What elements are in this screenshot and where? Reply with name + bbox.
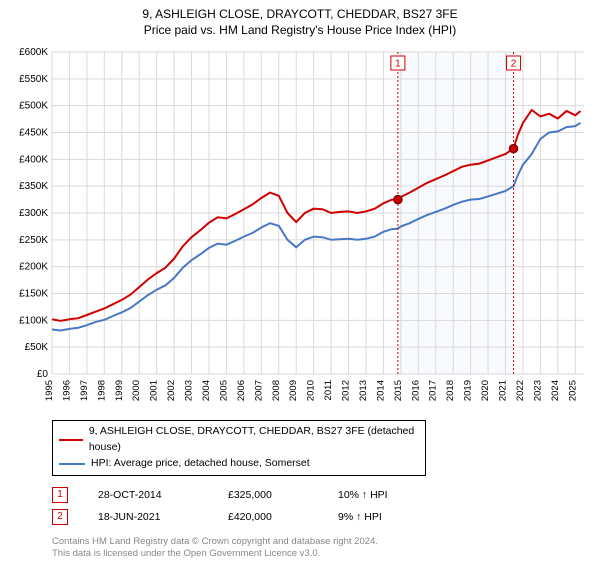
transaction-badge: 2 bbox=[52, 509, 68, 525]
chart-area: £0 £50K £100K £150K £200K £250K £300K £350K £400… bbox=[8, 44, 592, 414]
transaction-price: £325,000 bbox=[228, 489, 308, 501]
x-axis-label: 2024 bbox=[550, 380, 561, 401]
x-axis-label: 2014 bbox=[375, 380, 386, 401]
line-chart-svg: £0 £50K £100K £150K £200K £250K £300K £350K £400… bbox=[8, 44, 592, 414]
legend-item: HPI: Average price, detached house, Some… bbox=[59, 456, 419, 472]
y-axis-label: £50K bbox=[25, 343, 49, 354]
y-axis-label: £400K bbox=[19, 155, 48, 166]
chart-title: 9, ASHLEIGH CLOSE, DRAYCOTT, CHEDDAR, BS… bbox=[8, 6, 592, 38]
transaction-delta: 10% ↑ HPI bbox=[338, 489, 418, 501]
x-axis-label: 2007 bbox=[253, 380, 264, 401]
x-axis-label: 1995 bbox=[44, 380, 55, 401]
legend-box: 9, ASHLEIGH CLOSE, DRAYCOTT, CHEDDAR, BS… bbox=[52, 420, 426, 475]
x-axis-label: 2022 bbox=[515, 380, 526, 401]
x-axis-label: 2010 bbox=[306, 380, 317, 401]
footnote: Contains HM Land Registry data © Crown c… bbox=[52, 536, 572, 561]
title-line2: Price paid vs. HM Land Registry's House … bbox=[8, 22, 592, 38]
x-axis-label: 2020 bbox=[480, 380, 491, 401]
transaction-delta: 9% ↑ HPI bbox=[338, 511, 418, 523]
x-axis-label: 1999 bbox=[114, 380, 125, 401]
x-axis-label: 2002 bbox=[166, 380, 177, 401]
legend-swatch bbox=[59, 439, 83, 441]
y-axis-label: £250K bbox=[19, 235, 48, 246]
footnote-line2: This data is licensed under the Open Gov… bbox=[52, 548, 572, 561]
table-row: 1 28-OCT-2014 £325,000 10% ↑ HPI bbox=[52, 484, 572, 506]
table-row: 2 18-JUN-2021 £420,000 9% ↑ HPI bbox=[52, 506, 572, 528]
y-axis-label: £0 bbox=[37, 369, 49, 380]
marker-dot-2 bbox=[510, 145, 518, 153]
x-axis-label: 2016 bbox=[410, 380, 421, 401]
legend-swatch bbox=[59, 463, 85, 465]
x-axis-label: 2008 bbox=[271, 380, 282, 401]
x-axis-label: 1996 bbox=[61, 380, 72, 401]
x-axis-label: 2000 bbox=[131, 380, 142, 401]
legend-item: 9, ASHLEIGH CLOSE, DRAYCOTT, CHEDDAR, BS… bbox=[59, 424, 419, 456]
transaction-badge: 1 bbox=[52, 487, 68, 503]
x-axis-label: 2013 bbox=[358, 380, 369, 401]
x-axis-label: 2001 bbox=[149, 380, 160, 401]
marker-badge-text-1: 1 bbox=[395, 59, 401, 70]
transaction-date: 18-JUN-2021 bbox=[98, 511, 198, 523]
y-axis-label: £500K bbox=[19, 101, 48, 112]
legend-area: 9, ASHLEIGH CLOSE, DRAYCOTT, CHEDDAR, BS… bbox=[52, 420, 572, 561]
x-axis-label: 1997 bbox=[79, 380, 90, 401]
y-axis-label: £150K bbox=[19, 289, 48, 300]
transaction-price: £420,000 bbox=[228, 511, 308, 523]
x-axis-label: 2025 bbox=[567, 380, 578, 401]
x-axis-label: 2011 bbox=[323, 380, 334, 400]
x-axis-label: 2005 bbox=[218, 380, 229, 401]
transaction-date: 28-OCT-2014 bbox=[98, 489, 198, 501]
x-axis-label: 2023 bbox=[532, 380, 543, 401]
y-axis-label: £600K bbox=[19, 47, 48, 58]
x-axis-label: 2018 bbox=[445, 380, 456, 401]
x-axis-label: 2019 bbox=[463, 380, 474, 401]
x-axis-label: 2017 bbox=[428, 380, 439, 401]
x-axis-label: 2003 bbox=[184, 380, 195, 401]
y-axis-label: £350K bbox=[19, 182, 48, 193]
legend-label: HPI: Average price, detached house, Some… bbox=[91, 456, 310, 472]
marker-dot-1 bbox=[394, 196, 402, 204]
y-axis-label: £450K bbox=[19, 128, 48, 139]
y-axis-label: £300K bbox=[19, 208, 48, 219]
transactions-table: 1 28-OCT-2014 £325,000 10% ↑ HPI 2 18-JUN-202… bbox=[52, 484, 572, 528]
footnote-line1: Contains HM Land Registry data © Crown c… bbox=[52, 536, 572, 549]
x-axis-label: 2015 bbox=[393, 380, 404, 401]
y-axis-label: £200K bbox=[19, 262, 48, 273]
x-axis-label: 2012 bbox=[341, 380, 352, 401]
y-axis-label: £100K bbox=[19, 316, 48, 327]
legend-label: 9, ASHLEIGH CLOSE, DRAYCOTT, CHEDDAR, BS… bbox=[89, 424, 419, 456]
x-axis-label: 1998 bbox=[96, 380, 107, 401]
x-axis-label: 2006 bbox=[236, 380, 247, 401]
title-line1: 9, ASHLEIGH CLOSE, DRAYCOTT, CHEDDAR, BS… bbox=[8, 6, 592, 22]
x-axis-label: 2009 bbox=[288, 380, 299, 401]
y-axis-label: £550K bbox=[19, 74, 48, 85]
x-axis-label: 2004 bbox=[201, 380, 212, 401]
marker-badge-text-2: 2 bbox=[511, 59, 517, 70]
x-axis-label: 2021 bbox=[498, 380, 509, 401]
